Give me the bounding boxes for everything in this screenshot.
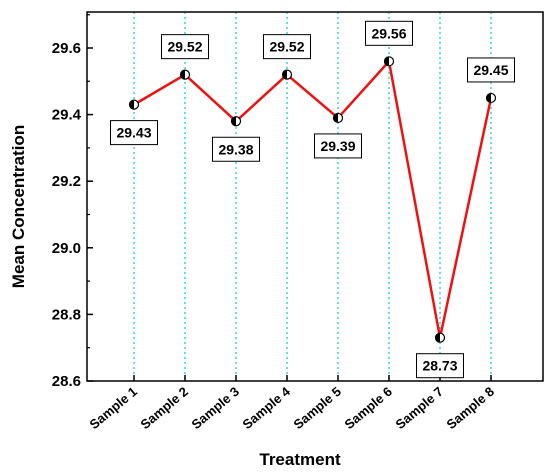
data-point <box>281 69 293 80</box>
data-labels: 29.43 29.52 29.38 29.52 29.39 29.56 28.73 29.45 <box>110 20 515 379</box>
x-tick-label: Sample 6 <box>342 384 395 432</box>
x-axis-title: Treatment <box>259 450 341 469</box>
data-point <box>434 332 446 343</box>
plot-area-frame <box>86 11 544 382</box>
data-label: 28.73 <box>422 358 457 374</box>
data-label: 29.45 <box>473 62 508 78</box>
y-tick-label: 29.6 <box>52 40 81 57</box>
x-tick-label: Sample 2 <box>138 384 191 432</box>
y-axis-title: Mean Concentration <box>9 125 28 288</box>
x-tick-label: Sample 3 <box>189 384 242 432</box>
marker-half-fill <box>486 93 491 103</box>
y-tick-label: 29.2 <box>52 173 81 190</box>
data-label: 29.38 <box>218 141 253 157</box>
data-label-box: 29.38 <box>212 136 260 162</box>
label-frame <box>365 20 413 46</box>
data-label: 29.52 <box>167 39 202 55</box>
data-point <box>485 92 497 104</box>
data-point <box>179 69 191 80</box>
label-frame <box>110 120 158 146</box>
label-frame <box>263 34 311 60</box>
data-label-box: 28.73 <box>416 353 464 379</box>
marker-half-fill <box>333 113 338 123</box>
data-label-box: 29.45 <box>467 57 515 83</box>
marker-half-fill <box>129 100 134 110</box>
y-axis: 28.6 28.8 29.0 29.2 29.4 29.6 <box>52 14 93 390</box>
marker-half-fill <box>384 56 389 66</box>
marker-half-fill <box>231 116 236 126</box>
data-label: 29.43 <box>116 125 151 141</box>
data-label-box: 29.52 <box>161 34 209 60</box>
x-tick-label: Sample 1 <box>87 384 140 432</box>
data-point <box>230 116 242 127</box>
data-series <box>128 56 497 343</box>
marker-half-fill <box>180 70 185 80</box>
series-line <box>133 58 493 338</box>
data-label: 29.39 <box>320 138 355 154</box>
label-frame <box>416 353 464 379</box>
x-tick-label: Sample 8 <box>444 384 497 432</box>
data-point <box>332 112 344 124</box>
y-tick-label: 29.0 <box>52 240 81 257</box>
marker-half-fill <box>282 70 287 80</box>
data-label-box: 29.52 <box>263 34 311 60</box>
data-point <box>383 56 395 67</box>
data-label-box: 29.39 <box>314 133 362 159</box>
y-tick-label: 28.8 <box>52 306 81 323</box>
x-tick-label: Sample 4 <box>240 383 294 432</box>
label-frame <box>314 133 362 159</box>
data-label-box: 29.56 <box>365 20 413 46</box>
data-point <box>128 99 140 110</box>
label-frame <box>161 34 209 60</box>
marker-half-fill <box>435 333 440 343</box>
x-tick-label: Sample 7 <box>393 384 446 432</box>
label-frame <box>212 136 260 162</box>
data-label: 29.52 <box>269 39 304 55</box>
x-tick-label: Sample 5 <box>291 384 344 432</box>
y-tick-label: 28.6 <box>52 373 81 390</box>
y-tick-label: 29.4 <box>52 107 82 124</box>
data-label: 29.56 <box>371 25 406 41</box>
label-frame <box>467 57 515 83</box>
data-label-box: 29.43 <box>110 120 158 146</box>
